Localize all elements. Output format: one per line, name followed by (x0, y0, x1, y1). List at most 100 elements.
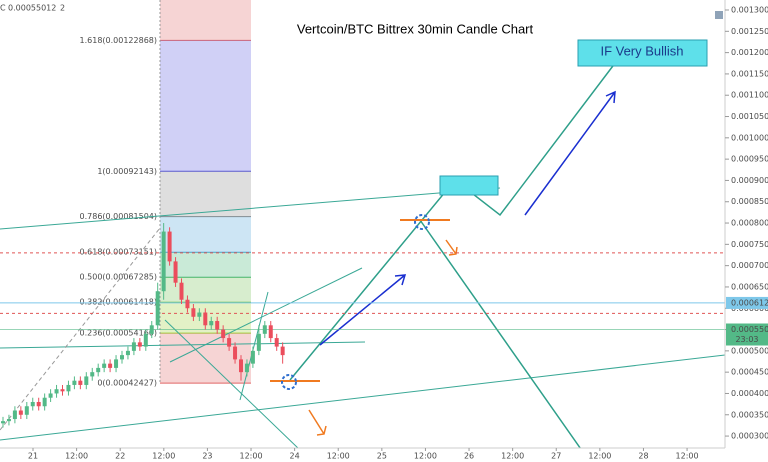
y-tick-label: 0.00105000 (731, 112, 768, 121)
y-tick-label: 0.00065000 (731, 282, 768, 291)
candle-body (185, 299, 190, 309)
candle-body (114, 359, 119, 368)
candle-body (155, 291, 160, 326)
candle-body (203, 312, 208, 326)
x-tick-label: 21 (28, 452, 38, 461)
x-tick-label: 26 (464, 452, 474, 461)
arrow (524, 90, 616, 216)
candle-body (149, 325, 154, 334)
trend-line (0, 354, 726, 441)
drawings (0, 39, 726, 462)
candle-body (274, 338, 279, 347)
x-tick-label: 25 (377, 452, 387, 461)
x-tick-label: 12:00 (152, 452, 175, 461)
fib-label: 0.786(0.00081504) (80, 212, 158, 221)
marker (281, 374, 297, 390)
candle-body (54, 389, 59, 394)
candle-body (78, 380, 83, 385)
last-price-label: 0.00055012 (731, 325, 768, 334)
y-tick-label: 0.00120000 (731, 48, 768, 57)
x-tick-label: 23 (202, 452, 212, 461)
candle-body (280, 346, 285, 356)
candle-body (30, 401, 35, 407)
fib-label: 1(0.00092143) (97, 167, 157, 176)
axes: 0.00030000 0.00035000 0.00040000 0.00045000… (28, 6, 768, 461)
y-tick-label: 0.00110000 (731, 91, 768, 100)
candle-body (197, 312, 202, 317)
y-tick-label: 0.00085000 (731, 197, 768, 206)
candle-body (209, 321, 214, 326)
y-tick-label: 0.00100000 (731, 133, 768, 142)
trend-line (164, 319, 301, 451)
price-tag (726, 296, 768, 309)
candle-body (6, 419, 11, 422)
y-tick-label: 0.00050000 (731, 346, 768, 355)
candle-body (173, 261, 178, 283)
fib-label: 0.618(0.00073151) (80, 248, 158, 257)
header-prefix: C (0, 4, 6, 13)
fib-band (160, 333, 251, 384)
y-tick-label: 0.00040000 (731, 389, 768, 398)
x-tick-label: 12:00 (588, 452, 611, 461)
trend-line (0, 227, 161, 431)
candle-body (143, 333, 148, 347)
candle-body (221, 329, 226, 339)
y-tick-label: 0.00035000 (731, 410, 768, 419)
fib-label: 0.382(0.00061418) (80, 298, 158, 307)
arrow (319, 274, 407, 346)
fib-zone: 1.618(0.00122868) 1(0.00092143) 0.786(0.00… (80, 0, 251, 388)
fib-band (160, 0, 251, 41)
price-tag-label: 0.00061250 (731, 298, 768, 307)
candle-body (131, 342, 136, 351)
candle-body (137, 342, 142, 347)
candle-body (256, 333, 261, 351)
candle-body (60, 389, 65, 392)
arrow (308, 409, 327, 436)
x-tick-label: 24 (290, 452, 300, 461)
y-tick-label: 0.00075000 (731, 240, 768, 249)
y-tick-label: 0.00090000 (731, 176, 768, 185)
target-box (439, 175, 499, 196)
marker (414, 214, 430, 230)
fib-label: 1.618(0.00122868) (80, 36, 158, 45)
projection-path (419, 219, 591, 462)
y-tick-label: 0.00070000 (731, 261, 768, 270)
x-axis (0, 448, 725, 462)
header-close: 0.00055012 (8, 4, 56, 13)
fib-band (160, 40, 251, 172)
candle-body (233, 346, 238, 360)
chart-title: Vertcoin/BTC Bittrex 30min Candle Chart (297, 21, 534, 36)
x-tick-label: 27 (551, 452, 561, 461)
trend-line (239, 291, 269, 401)
fib-label: 0.500(0.00067285) (80, 273, 158, 282)
y-axis (725, 0, 768, 462)
y-tick-label: 0.00125000 (731, 27, 768, 36)
x-tick-label: 12:00 (501, 452, 524, 461)
fib-label: 0(0.00042427) (97, 379, 157, 388)
indicator-count: 2 (60, 4, 65, 13)
candle-body (161, 231, 166, 292)
candle-body (250, 350, 255, 364)
y-tick-label: 0.00095000 (731, 155, 768, 164)
candle-body (18, 410, 23, 415)
annotation: IF Very Bullish (600, 43, 683, 58)
candle-body (36, 401, 41, 407)
projection-path (289, 49, 626, 381)
x-tick-label: 28 (638, 452, 648, 461)
icon[interactable] (715, 11, 723, 19)
trend-line (169, 267, 363, 363)
y-tick-label: 0.00045000 (731, 368, 768, 377)
last-price-time: 23:03 (735, 335, 758, 344)
candle-body (262, 325, 267, 334)
candle-body (215, 321, 220, 330)
candle-body (227, 338, 232, 347)
candle-body (102, 363, 107, 368)
candle-body (96, 367, 101, 373)
y-tick-label: 0.00130000 (731, 6, 768, 15)
candle-body (84, 376, 89, 385)
last-price-tag (726, 323, 768, 346)
trend-line (0, 187, 501, 230)
candle-body (167, 231, 172, 262)
x-tick-label: 12:00 (65, 452, 88, 461)
candle-body (48, 393, 53, 398)
